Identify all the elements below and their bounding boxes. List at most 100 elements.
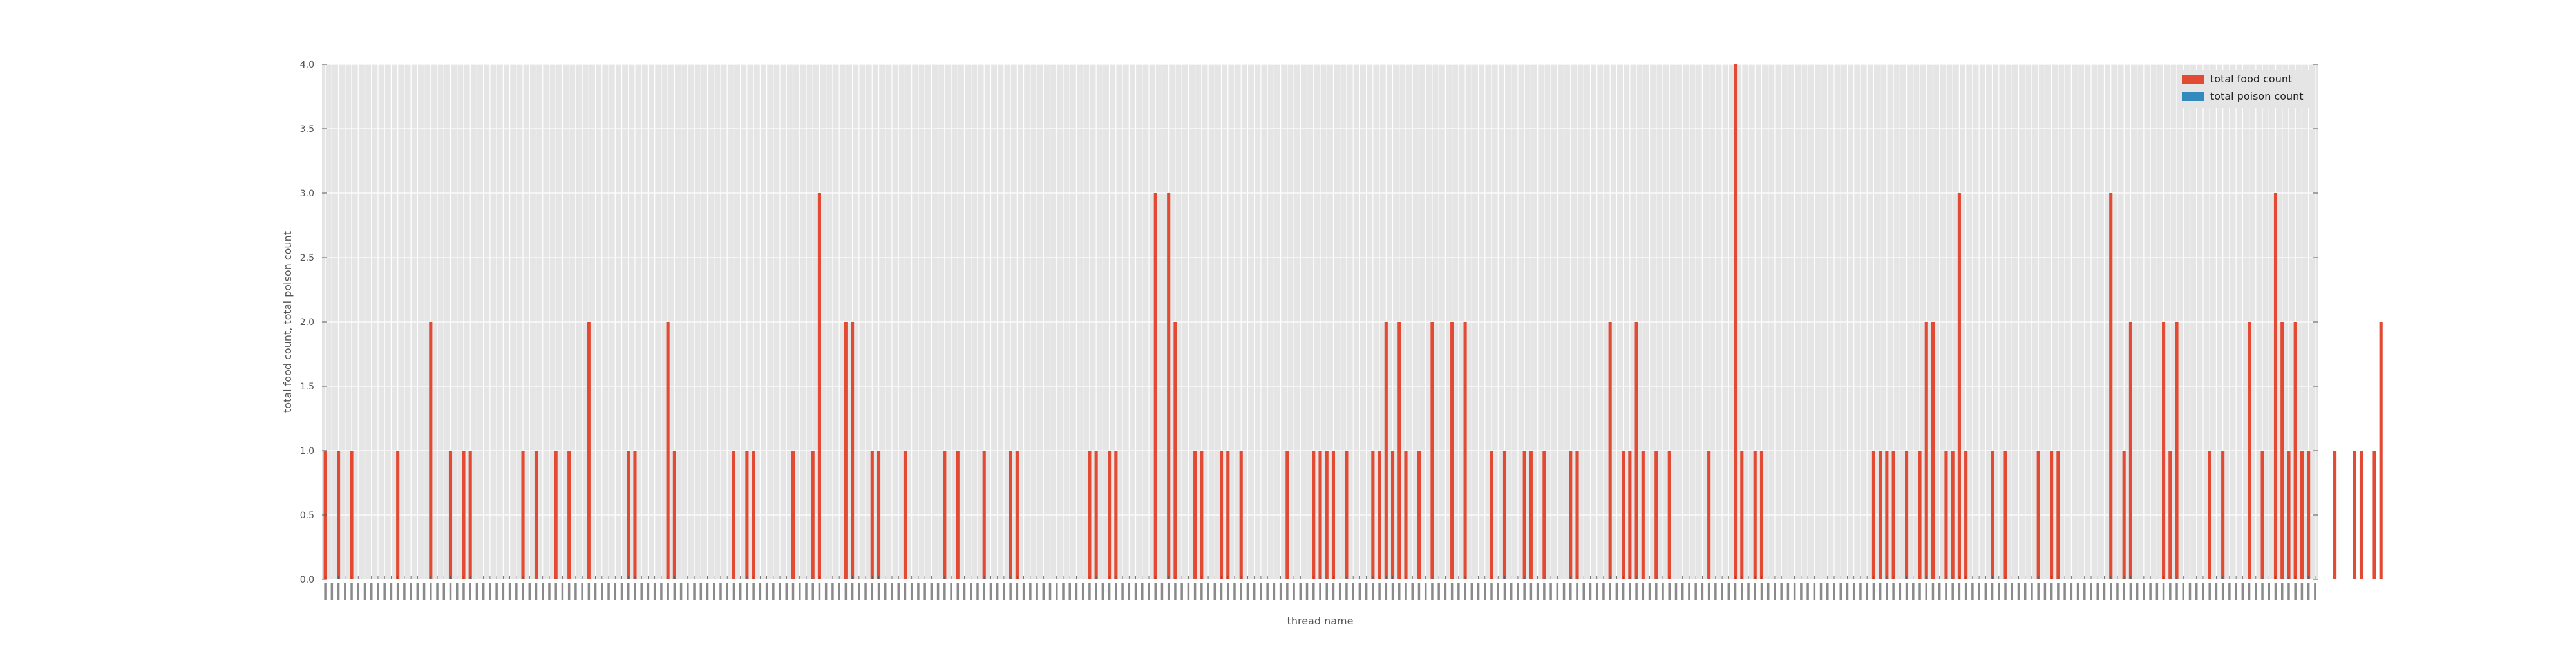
food-count-bar <box>2287 451 2291 579</box>
legend-swatch-food <box>2182 75 2204 84</box>
food-count-bar <box>1522 451 1526 579</box>
food-count-bar <box>1740 451 1744 579</box>
food-count-bar <box>1167 193 1171 579</box>
x-axis-label: thread name <box>1287 615 1354 627</box>
food-count-bar <box>903 451 907 579</box>
food-count-bar <box>587 322 591 579</box>
food-count-bar <box>1108 451 1112 579</box>
food-count-bar <box>2359 451 2363 579</box>
food-count-bar <box>1707 451 1711 579</box>
food-count-bar <box>1404 451 1408 579</box>
food-count-bar <box>811 451 815 579</box>
food-count-bar <box>2109 193 2113 579</box>
food-count-bar <box>2208 451 2211 579</box>
food-count-bar <box>2379 322 2383 579</box>
food-count-bar <box>429 322 433 579</box>
food-count-bar <box>396 451 400 579</box>
food-count-bar <box>1944 451 1948 579</box>
food-count-bar <box>2128 322 2132 579</box>
y-tick-label: 3.5 <box>300 124 314 135</box>
food-count-bar <box>1430 322 1434 579</box>
food-count-bar <box>1153 193 1157 579</box>
food-count-bar <box>1088 451 1092 579</box>
food-count-bar <box>876 451 881 579</box>
food-count-bar <box>1575 451 1579 579</box>
food-count-bar <box>1331 451 1336 579</box>
y-tick-label: 1.0 <box>300 446 314 456</box>
y-tick-label: 0.0 <box>300 575 314 585</box>
food-count-bar <box>1542 451 1546 579</box>
food-count-bar <box>2260 451 2264 579</box>
food-count-bar <box>1285 451 1289 579</box>
food-count-bar <box>2280 322 2284 579</box>
food-count-bar <box>2300 451 2304 579</box>
food-count-bar <box>2273 193 2278 579</box>
food-count-bar <box>2036 451 2040 579</box>
food-count-bar <box>521 451 525 579</box>
food-count-bar <box>1015 451 1019 579</box>
food-count-bar <box>1490 451 1493 579</box>
food-count-bar <box>1991 451 1994 579</box>
food-count-bar <box>1957 193 1961 579</box>
food-count-bar <box>2307 451 2311 579</box>
food-count-bar <box>1622 451 1625 579</box>
food-count-bar <box>791 451 795 579</box>
y-tick-label: 4.0 <box>300 60 314 70</box>
legend-swatch-poison <box>2182 92 2204 101</box>
food-count-bar <box>350 451 354 579</box>
legend: total food count total poison count <box>2177 70 2312 108</box>
food-count-bar <box>534 451 538 579</box>
food-count-bar <box>2122 451 2126 579</box>
food-count-bar <box>745 451 749 579</box>
food-count-bar <box>1918 451 1922 579</box>
food-count-bar <box>2175 322 2179 579</box>
food-count-bar <box>1463 322 1467 579</box>
food-count-bar <box>468 451 472 579</box>
food-count-bar <box>1964 451 1968 579</box>
food-count-bar <box>1654 451 1658 579</box>
y-tick-label: 3.0 <box>300 189 314 199</box>
food-count-bar <box>1879 451 1882 579</box>
legend-label-poison: total poison count <box>2210 90 2304 102</box>
y-axis-label: total food count, total poison count <box>281 231 294 413</box>
food-count-bar <box>1871 451 1875 579</box>
food-count-bar <box>337 451 341 579</box>
food-count-bar <box>1417 451 1421 579</box>
y-tick-label: 1.5 <box>300 382 314 392</box>
food-count-bar <box>627 451 630 579</box>
food-count-bar <box>2056 451 2060 579</box>
food-count-bar <box>448 451 453 579</box>
food-count-bar <box>752 451 755 579</box>
food-count-bar <box>1667 451 1671 579</box>
food-count-bar <box>1641 451 1645 579</box>
food-count-bar <box>1226 451 1230 579</box>
y-tick-label: 0.5 <box>300 511 314 521</box>
food-count-bar <box>1312 451 1316 579</box>
food-count-bar <box>1885 451 1889 579</box>
food-count-bar <box>1569 451 1573 579</box>
food-count-bar <box>2353 451 2356 579</box>
food-count-bar <box>1345 451 1349 579</box>
food-count-bar <box>666 322 670 579</box>
food-count-bar <box>1239 451 1243 579</box>
food-count-bar <box>1384 322 1388 579</box>
axes: 0.0 0.5 1.0 1.5 2.0 2.5 3.0 3.5 4.0 <box>300 60 2318 600</box>
food-count-bar <box>1173 322 1177 579</box>
food-count-bar <box>2248 322 2251 579</box>
food-count-bar <box>1634 322 1638 579</box>
food-count-bar <box>567 451 571 579</box>
food-count-bar <box>732 451 735 579</box>
food-count-bar <box>1371 451 1375 579</box>
food-count-bars <box>323 64 2383 579</box>
food-count-bar <box>1931 322 1935 579</box>
food-count-bar <box>2168 451 2172 579</box>
food-count-bar <box>554 451 558 579</box>
food-count-bar <box>1905 451 1909 579</box>
food-count-bar <box>982 451 986 579</box>
food-count-bar <box>870 451 874 579</box>
food-count-bar <box>2050 451 2054 579</box>
food-count-bar <box>1759 451 1764 579</box>
food-count-bar <box>844 322 848 579</box>
food-count-bar <box>2221 451 2225 579</box>
